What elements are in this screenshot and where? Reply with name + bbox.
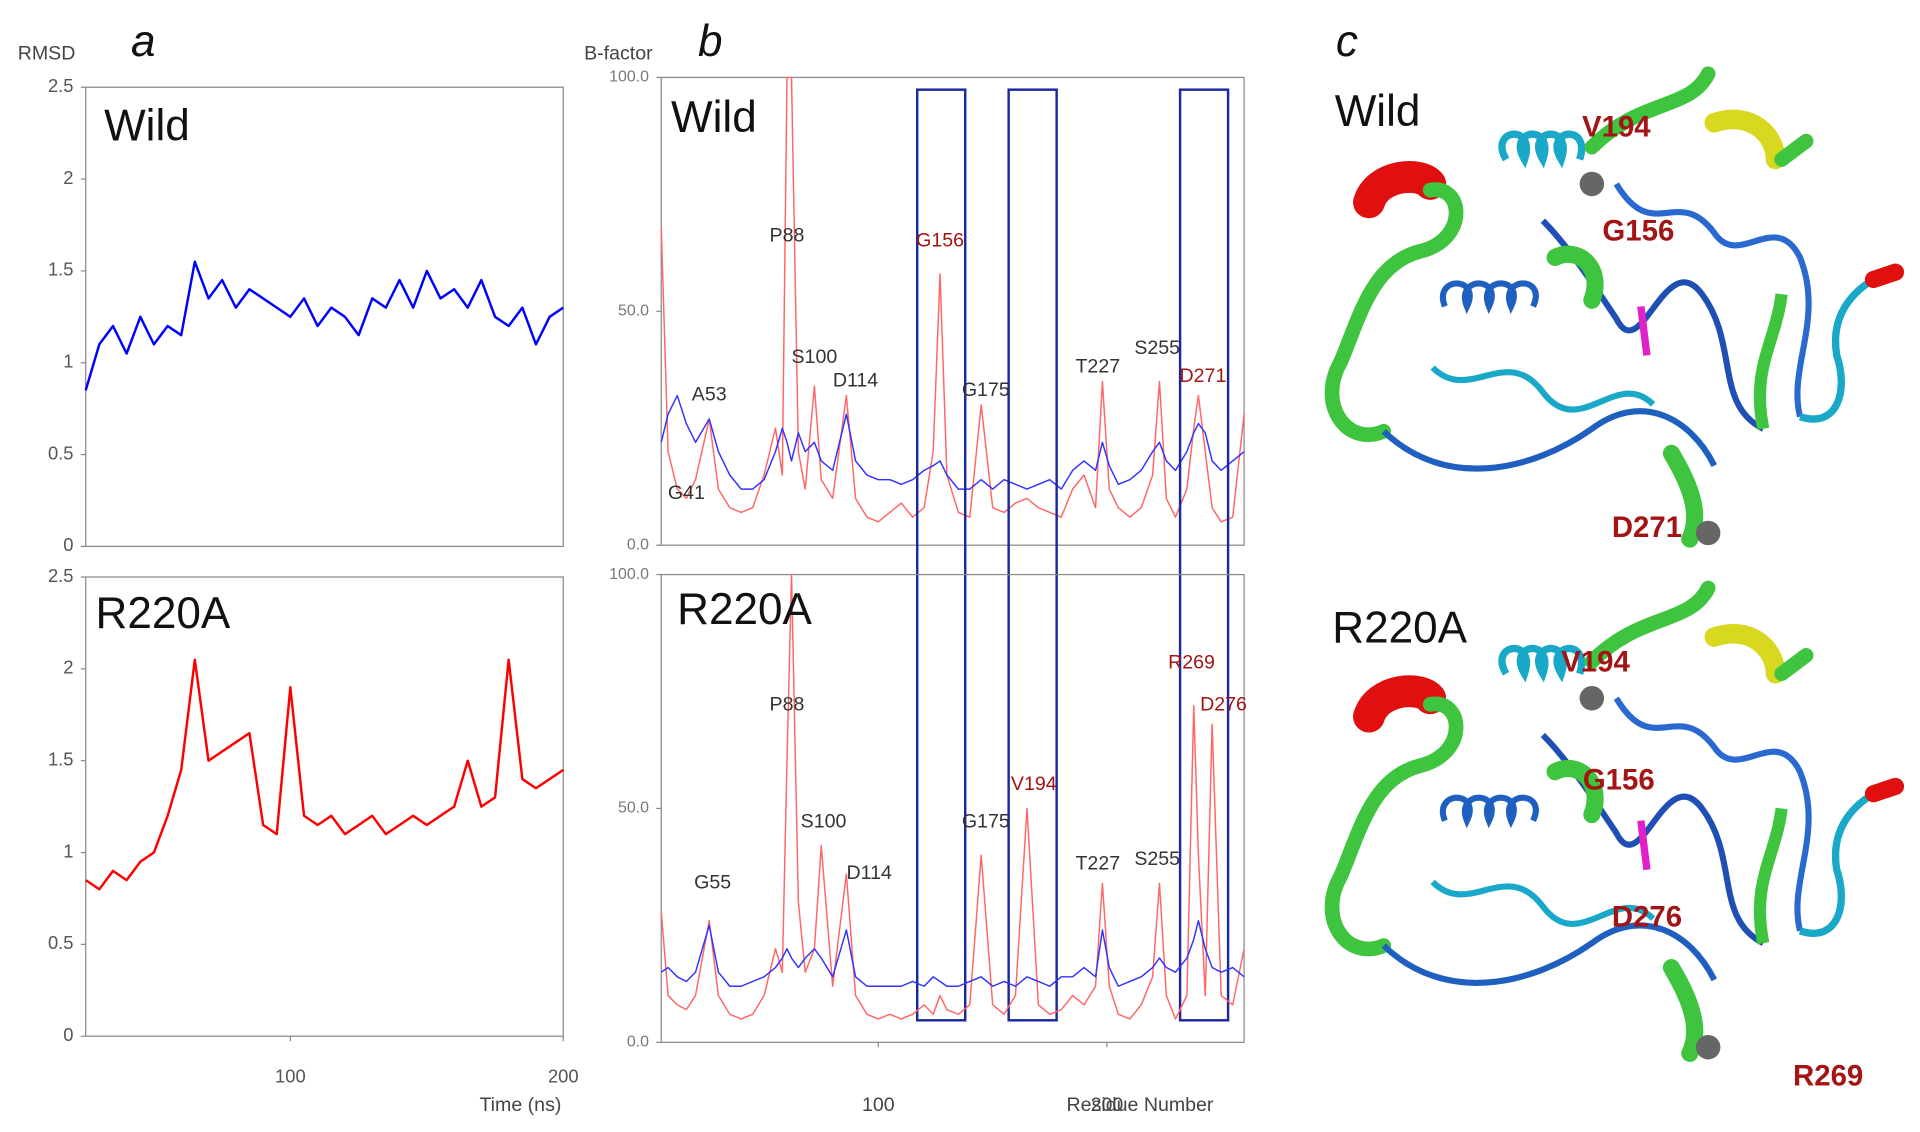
peak-label: G175 bbox=[962, 379, 1010, 401]
y-tick-label: 2 bbox=[63, 167, 73, 188]
structure-title: Wild bbox=[1335, 87, 1421, 136]
x-axis-label: Residue Number bbox=[1067, 1094, 1214, 1116]
peak-label: T227 bbox=[1075, 853, 1120, 875]
y-tick-label: 0 bbox=[63, 534, 73, 555]
peak-label: G41 bbox=[668, 482, 705, 504]
x-tick-label: 200 bbox=[1091, 1094, 1124, 1116]
y-tick-label: 1 bbox=[63, 351, 73, 372]
peak-label: P88 bbox=[770, 694, 805, 716]
y-tick-label: 1 bbox=[63, 840, 73, 861]
residue-label: R269 bbox=[1793, 1060, 1863, 1093]
peak-label: S100 bbox=[801, 811, 847, 833]
peak-label: D271 bbox=[1180, 365, 1227, 387]
peak-label: G55 bbox=[694, 871, 731, 893]
peak-label: D114 bbox=[847, 862, 892, 884]
y-tick-label: 0.5 bbox=[48, 932, 74, 953]
plot-frame bbox=[660, 76, 1245, 546]
y-axis-label: RMSD bbox=[18, 42, 76, 64]
peak-label: P88 bbox=[770, 225, 805, 247]
y-tick-label: 1.5 bbox=[48, 259, 74, 280]
y-tick-label: 0.0 bbox=[627, 536, 649, 553]
peak-label: D114 bbox=[833, 370, 878, 392]
peak-label: V194 bbox=[1011, 773, 1057, 795]
data-line bbox=[660, 394, 1245, 490]
y-tick-label: 1.5 bbox=[48, 749, 74, 770]
peak-label: S255 bbox=[1134, 848, 1180, 870]
y-tick-label: 0.0 bbox=[627, 1034, 649, 1051]
y-tick-label: 0.5 bbox=[48, 442, 74, 463]
y-tick-label: 0 bbox=[63, 1024, 73, 1045]
peak-label: S255 bbox=[1134, 337, 1180, 359]
peak-label: G175 bbox=[962, 811, 1010, 833]
protein-wild bbox=[1332, 74, 1895, 545]
y-axis-label: B-factor bbox=[584, 42, 653, 64]
y-tick-label: 100.0 bbox=[609, 566, 649, 583]
residue-label: G156 bbox=[1583, 763, 1655, 796]
panel-label: a bbox=[131, 17, 156, 66]
highlight-box bbox=[1007, 88, 1058, 1022]
residue-label: V194 bbox=[1561, 646, 1630, 679]
peak-label: S100 bbox=[792, 346, 838, 368]
peak-label: G156 bbox=[916, 229, 964, 251]
peak-label: A53 bbox=[692, 384, 727, 406]
panel-label: b bbox=[698, 17, 723, 66]
plot-title: R220A bbox=[677, 585, 812, 634]
peak-label: R269 bbox=[1168, 652, 1215, 674]
highlight-box bbox=[1178, 88, 1230, 1022]
plot-title: R220A bbox=[96, 589, 231, 638]
plot-title: Wild bbox=[671, 93, 757, 142]
y-tick-label: 100.0 bbox=[609, 69, 649, 86]
data-line bbox=[85, 658, 564, 891]
x-axis-label: Time (ns) bbox=[479, 1094, 561, 1116]
residue-label: V194 bbox=[1582, 111, 1651, 144]
highlight-box bbox=[915, 88, 967, 1022]
structure-title: R220A bbox=[1332, 604, 1467, 653]
data-line bbox=[660, 920, 1245, 987]
data-line bbox=[84, 260, 564, 391]
plot-title: Wild bbox=[104, 101, 190, 150]
x-tick-label: 200 bbox=[548, 1066, 579, 1087]
data-line bbox=[660, 573, 1245, 1020]
plot-frame bbox=[85, 86, 564, 548]
x-tick-label: 100 bbox=[862, 1094, 895, 1116]
y-tick-label: 2.5 bbox=[48, 565, 74, 586]
residue-label: G156 bbox=[1602, 215, 1674, 248]
peak-label: D276 bbox=[1200, 694, 1247, 716]
y-tick-label: 2.5 bbox=[48, 75, 74, 96]
plot-frame bbox=[660, 573, 1245, 1043]
y-tick-label: 50.0 bbox=[618, 800, 649, 817]
x-tick-label: 100 bbox=[275, 1066, 306, 1087]
panel-label: c bbox=[1336, 17, 1358, 66]
y-tick-label: 2 bbox=[63, 657, 73, 678]
residue-label: D276 bbox=[1612, 900, 1682, 933]
plot-frame bbox=[85, 576, 564, 1037]
peak-label: T227 bbox=[1075, 356, 1120, 378]
y-tick-label: 50.0 bbox=[618, 303, 649, 320]
residue-label: D271 bbox=[1612, 511, 1682, 544]
data-line bbox=[660, 76, 1245, 523]
